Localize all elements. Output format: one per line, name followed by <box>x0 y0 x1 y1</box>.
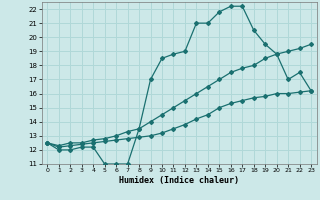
X-axis label: Humidex (Indice chaleur): Humidex (Indice chaleur) <box>119 176 239 185</box>
